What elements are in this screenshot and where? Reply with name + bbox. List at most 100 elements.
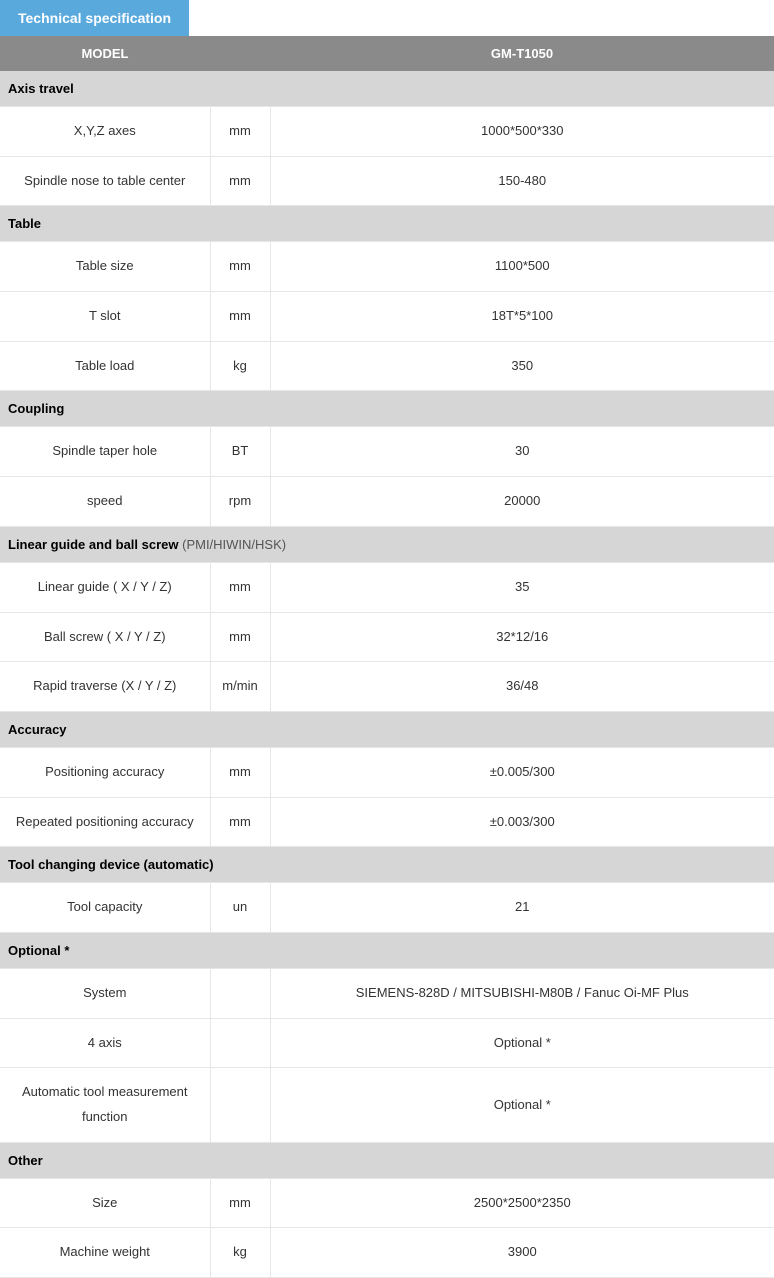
section-title: Optional * xyxy=(0,932,774,968)
section-title-text: Accuracy xyxy=(8,722,67,737)
row-unit xyxy=(210,1018,270,1068)
row-value: Optional * xyxy=(270,1018,774,1068)
table-row: Rapid traverse (X / Y / Z)m/min36/48 xyxy=(0,662,774,712)
table-row: Table sizemm1100*500 xyxy=(0,242,774,292)
row-unit: kg xyxy=(210,341,270,391)
table-row: Sizemm2500*2500*2350 xyxy=(0,1178,774,1228)
row-label: Repeated positioning accuracy xyxy=(0,797,210,847)
table-row: Machine weightkg3900 xyxy=(0,1228,774,1278)
row-label: Machine weight xyxy=(0,1228,210,1278)
row-unit: BT xyxy=(210,427,270,477)
section-title: Accuracy xyxy=(0,711,774,747)
row-value: 32*12/16 xyxy=(270,612,774,662)
row-unit: mm xyxy=(210,156,270,206)
table-row: Automatic tool measurement function Optio… xyxy=(0,1068,774,1142)
row-value: 150-480 xyxy=(270,156,774,206)
row-value: 1000*500*330 xyxy=(270,107,774,157)
row-unit: mm xyxy=(210,242,270,292)
section-header: Coupling xyxy=(0,391,774,427)
row-value: 30 xyxy=(270,427,774,477)
section-title: Tool changing device (automatic) xyxy=(0,847,774,883)
row-label: T slot xyxy=(0,292,210,342)
row-label: Spindle nose to table center xyxy=(0,156,210,206)
row-value: 2500*2500*2350 xyxy=(270,1178,774,1228)
row-label: Rapid traverse (X / Y / Z) xyxy=(0,662,210,712)
row-value: ±0.003/300 xyxy=(270,797,774,847)
section-header: Linear guide and ball screw (PMI/HIWIN/H… xyxy=(0,526,774,562)
row-label: System xyxy=(0,968,210,1018)
section-header: Tool changing device (automatic) xyxy=(0,847,774,883)
table-row: T slotmm18T*5*100 xyxy=(0,292,774,342)
row-unit: mm xyxy=(210,107,270,157)
row-unit xyxy=(210,968,270,1018)
table-header-row: MODEL GM-T1050 xyxy=(0,36,774,71)
row-label: Automatic tool measurement function xyxy=(0,1068,210,1142)
table-row: Spindle nose to table centermm150-480 xyxy=(0,156,774,206)
section-title-text: Linear guide and ball screw xyxy=(8,537,179,552)
section-title-text: Coupling xyxy=(8,401,64,416)
section-header: Optional * xyxy=(0,932,774,968)
row-value: 18T*5*100 xyxy=(270,292,774,342)
section-header: Other xyxy=(0,1142,774,1178)
row-unit: un xyxy=(210,883,270,933)
header-unit xyxy=(210,36,270,71)
section-header: Table xyxy=(0,206,774,242)
row-label: Ball screw ( X / Y / Z) xyxy=(0,612,210,662)
section-title: Table xyxy=(0,206,774,242)
row-unit: mm xyxy=(210,747,270,797)
row-label: Table load xyxy=(0,341,210,391)
row-value: Optional * xyxy=(270,1068,774,1142)
header-model: MODEL xyxy=(0,36,210,71)
section-title-text: Optional * xyxy=(8,943,69,958)
row-label: Positioning accuracy xyxy=(0,747,210,797)
table-row: Table loadkg350 xyxy=(0,341,774,391)
row-value: 36/48 xyxy=(270,662,774,712)
row-unit xyxy=(210,1068,270,1142)
row-unit: mm xyxy=(210,1178,270,1228)
row-label: Linear guide ( X / Y / Z) xyxy=(0,562,210,612)
row-unit: mm xyxy=(210,612,270,662)
section-title-text: Tool changing device (automatic) xyxy=(8,857,214,872)
section-header: Accuracy xyxy=(0,711,774,747)
section-title-text: Axis travel xyxy=(8,81,74,96)
row-label: speed xyxy=(0,477,210,527)
spec-tab[interactable]: Technical specification xyxy=(0,0,189,36)
row-value: 350 xyxy=(270,341,774,391)
section-title: Other xyxy=(0,1142,774,1178)
row-label: X,Y,Z axes xyxy=(0,107,210,157)
row-value: ±0.005/300 xyxy=(270,747,774,797)
section-title-text: Other xyxy=(8,1153,43,1168)
table-row: Tool capacityun21 xyxy=(0,883,774,933)
table-row: Positioning accuracymm±0.005/300 xyxy=(0,747,774,797)
row-value: 35 xyxy=(270,562,774,612)
section-title: Linear guide and ball screw (PMI/HIWIN/H… xyxy=(0,526,774,562)
row-unit: mm xyxy=(210,562,270,612)
spec-table: MODEL GM-T1050 Axis travelX,Y,Z axesmm10… xyxy=(0,36,774,1278)
table-row: X,Y,Z axesmm1000*500*330 xyxy=(0,107,774,157)
row-label: 4 axis xyxy=(0,1018,210,1068)
row-label: Tool capacity xyxy=(0,883,210,933)
row-value: 21 xyxy=(270,883,774,933)
section-title: Axis travel xyxy=(0,71,774,107)
table-row: System SIEMENS-828D / MITSUBISHI-M80B / F… xyxy=(0,968,774,1018)
row-label: Table size xyxy=(0,242,210,292)
row-unit: mm xyxy=(210,797,270,847)
table-row: Ball screw ( X / Y / Z)mm32*12/16 xyxy=(0,612,774,662)
table-row: Spindle taper holeBT30 xyxy=(0,427,774,477)
section-title-text: Table xyxy=(8,216,41,231)
row-label: Spindle taper hole xyxy=(0,427,210,477)
row-unit: rpm xyxy=(210,477,270,527)
row-value: 20000 xyxy=(270,477,774,527)
row-value: 3900 xyxy=(270,1228,774,1278)
section-header: Axis travel xyxy=(0,71,774,107)
table-row: Linear guide ( X / Y / Z)mm35 xyxy=(0,562,774,612)
row-unit: m/min xyxy=(210,662,270,712)
row-value: SIEMENS-828D / MITSUBISHI-M80B / Fanuc O… xyxy=(270,968,774,1018)
table-row: 4 axis Optional * xyxy=(0,1018,774,1068)
table-row: speedrpm20000 xyxy=(0,477,774,527)
table-row: Repeated positioning accuracymm±0.003/30… xyxy=(0,797,774,847)
section-title-note: (PMI/HIWIN/HSK) xyxy=(179,537,287,552)
row-unit: mm xyxy=(210,292,270,342)
header-value: GM-T1050 xyxy=(270,36,774,71)
row-label: Size xyxy=(0,1178,210,1228)
